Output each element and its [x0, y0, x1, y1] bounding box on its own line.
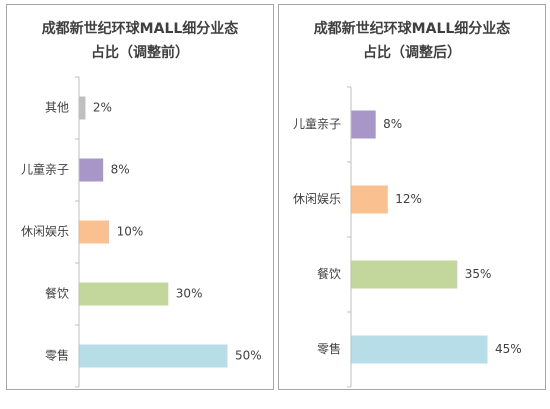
bar [79, 220, 110, 244]
bar [351, 110, 376, 139]
bar [351, 185, 388, 214]
chart-title-line1: 成都新世纪环球MALL细分业态 [313, 21, 511, 37]
category-label: 其他 [45, 101, 69, 115]
chart-panel-after: 成都新世纪环球MALL细分业态 占比（调整后） 儿童亲子 8% 休闲娱乐 12% 餐饮 3… [278, 4, 546, 390]
value-label: 8% [111, 163, 130, 177]
value-label: 35% [465, 267, 492, 281]
chart-title: 成都新世纪环球MALL细分业态 占比（调整后） [279, 17, 545, 65]
category-label: 儿童亲子 [293, 116, 341, 131]
bar [79, 344, 228, 368]
value-label: 8% [383, 117, 402, 131]
value-label: 30% [176, 287, 203, 301]
bar-chart-after: 儿童亲子 8% 休闲娱乐 12% 餐饮 35% 零售 45% [293, 86, 522, 388]
bar [79, 282, 169, 306]
category-label: 零售 [45, 348, 69, 363]
category-label: 儿童亲子 [21, 162, 69, 177]
value-label: 2% [93, 101, 112, 115]
chart-panel-before: 成都新世纪环球MALL细分业态 占比（调整前） 其他 2% 儿童亲子 8% 休闲娱乐 10… [6, 4, 274, 390]
value-label: 50% [235, 349, 262, 363]
category-label: 休闲娱乐 [293, 192, 341, 206]
chart-title-line2: 占比（调整后） [363, 45, 461, 61]
category-label: 零售 [317, 341, 341, 356]
category-label: 餐饮 [317, 266, 341, 281]
bar [79, 96, 86, 120]
value-label: 12% [395, 192, 422, 206]
bar [351, 260, 458, 289]
bar [351, 335, 488, 364]
category-label: 休闲娱乐 [21, 225, 69, 239]
bar-chart-before: 其他 2% 儿童亲子 8% 休闲娱乐 10% 餐饮 30% 零售 50% [21, 76, 262, 388]
bar [79, 158, 104, 182]
value-label: 45% [495, 342, 522, 356]
chart-title-line1: 成都新世纪环球MALL细分业态 [41, 21, 239, 37]
category-label: 餐饮 [45, 286, 69, 301]
chart-title: 成都新世纪环球MALL细分业态 占比（调整前） [7, 17, 273, 65]
value-label: 10% [117, 225, 144, 239]
chart-title-line2: 占比（调整前） [91, 45, 189, 61]
